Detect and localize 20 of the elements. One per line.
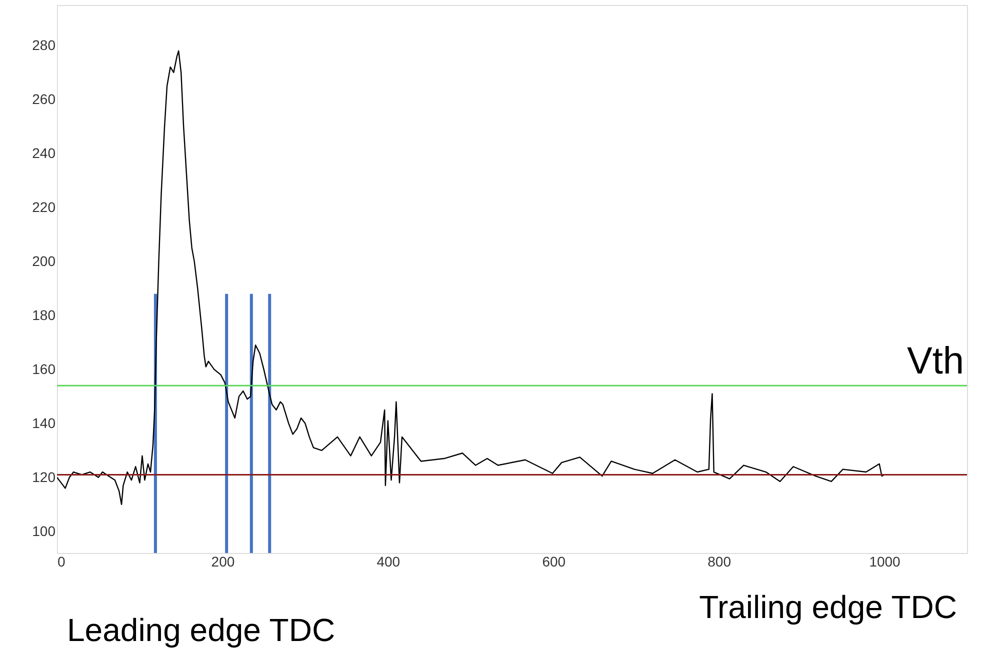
text: Trailing edge TDC — [699, 589, 957, 625]
y-tick-label: 120 — [32, 468, 56, 485]
x-tick-label: 1000 — [869, 554, 901, 570]
y-tick-label: 280 — [32, 36, 56, 53]
x-tick-label: 200 — [211, 554, 235, 570]
y-tick-label: 180 — [32, 306, 56, 323]
line-series — [57, 50, 885, 506]
ref-line-label: Vth — [907, 340, 964, 383]
text: Leading edge TDC — [67, 612, 336, 648]
y-tick-label: 140 — [32, 414, 56, 431]
x-tick-label: 0 — [58, 554, 66, 570]
y-tick-label: 220 — [32, 198, 56, 215]
y-tick-label: 240 — [32, 144, 56, 161]
x-tick-label: 800 — [708, 554, 732, 570]
y-tick-label: 200 — [32, 252, 56, 269]
y-tick-label: 160 — [32, 360, 56, 377]
x-tick-label: 400 — [376, 554, 400, 570]
y-tick-label: 100 — [32, 522, 56, 539]
x-tick-label: 600 — [542, 554, 566, 570]
y-tick-label: 260 — [32, 90, 56, 107]
